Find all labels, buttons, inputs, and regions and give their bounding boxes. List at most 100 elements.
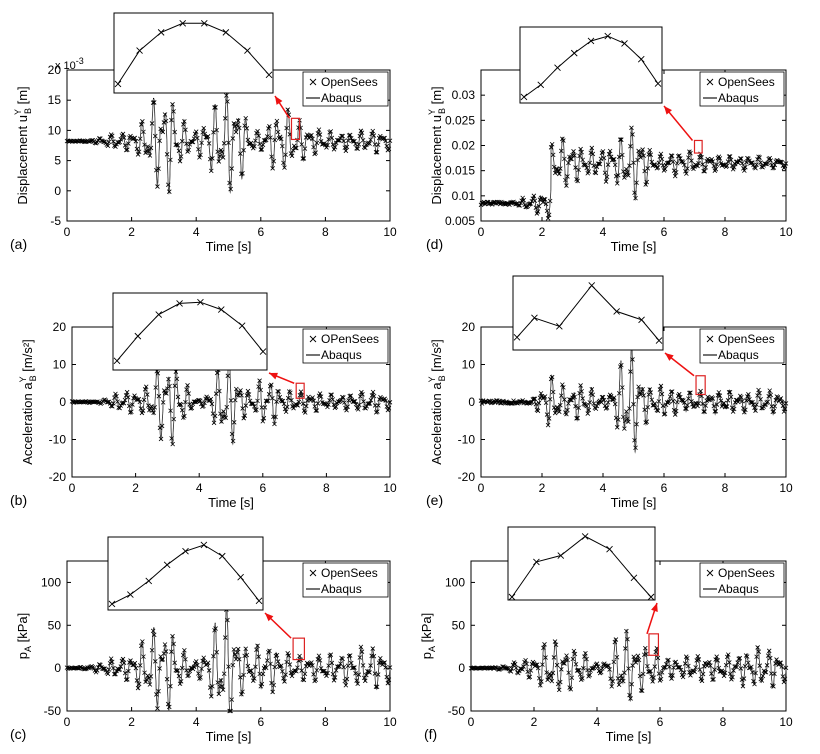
series-marker: [760, 673, 766, 679]
series-marker: [318, 394, 324, 399]
legend-entry-2: Abaqus: [321, 91, 362, 105]
series-marker: [765, 399, 770, 405]
series-marker: [604, 174, 610, 180]
x-tick-label: 6: [259, 481, 266, 495]
inset-marker-opensees: [570, 49, 578, 57]
series-marker: [778, 396, 784, 401]
series-marker: [294, 145, 299, 151]
y-axis-label-main: Displacement u: [15, 115, 30, 205]
y-tick-label: 0.025: [445, 113, 475, 127]
series-marker: [727, 389, 733, 395]
series-marker: [705, 394, 710, 400]
series-marker: [222, 115, 228, 121]
series-marker: [674, 399, 680, 405]
series-marker: [283, 409, 289, 415]
series-marker: [361, 675, 367, 681]
series-marker: [182, 119, 187, 124]
x-tick-label: 2: [531, 715, 538, 729]
series-marker: [153, 385, 159, 390]
series-marker: [544, 208, 550, 214]
series-marker: [653, 649, 659, 655]
series-marker: [373, 149, 379, 155]
series-marker: [566, 670, 571, 676]
series-marker: [707, 659, 712, 665]
y-axis-label-main: Acceleration a: [429, 382, 444, 465]
series-marker: [341, 138, 346, 144]
series-marker: [666, 399, 672, 404]
series-marker: [382, 135, 387, 141]
x-tick-label: 10: [383, 225, 397, 239]
series-marker: [206, 668, 212, 673]
series-marker: [176, 148, 182, 154]
series-marker: [715, 658, 721, 663]
series-marker: [656, 671, 662, 676]
series-marker: [612, 639, 618, 645]
legend-frame: [302, 562, 389, 598]
series-marker: [218, 411, 223, 417]
series-marker: [641, 393, 646, 398]
series-marker: [665, 160, 671, 166]
series-marker: [148, 674, 154, 679]
series-marker: [285, 107, 290, 112]
inset-marker-opensees: [613, 308, 620, 315]
series-marker: [367, 141, 372, 146]
series-marker: [278, 136, 284, 142]
series-marker: [661, 665, 667, 670]
series-marker: [355, 146, 360, 152]
inset-marker-opensees: [259, 348, 267, 355]
series-marker: [201, 125, 207, 131]
series-marker: [183, 656, 188, 662]
series-marker: [722, 670, 728, 676]
series-marker: [717, 393, 723, 398]
series-marker: [302, 146, 308, 151]
series-marker: [686, 663, 691, 669]
series-marker: [212, 413, 218, 419]
series-marker: [320, 141, 326, 147]
series-marker: [142, 387, 148, 392]
series-marker: [117, 139, 123, 145]
series-marker: [224, 404, 230, 410]
series-marker: [340, 133, 345, 139]
series-marker: [696, 657, 702, 662]
series-marker: [136, 396, 142, 402]
series-marker: [374, 684, 380, 690]
series-marker: [107, 134, 113, 140]
series-marker: [161, 388, 167, 393]
y-tick-label: 0.01: [452, 189, 476, 203]
series-marker: [552, 170, 558, 176]
series-marker: [182, 647, 187, 653]
y-tick-label: 20: [48, 63, 62, 77]
series-marker: [241, 147, 246, 153]
series-marker: [754, 402, 759, 407]
series-marker: [549, 374, 555, 380]
x-tick-label: 8: [323, 481, 330, 495]
series-marker: [557, 171, 562, 177]
series-marker: [317, 658, 323, 663]
series-marker: [216, 691, 222, 697]
x-axis-label: Time [s]: [206, 729, 252, 744]
series-marker: [231, 420, 237, 425]
series-marker: [561, 138, 566, 143]
y-tick-label: -10: [49, 433, 67, 447]
series-marker: [113, 671, 118, 677]
x-tick-label: 4: [196, 481, 203, 495]
panel-label: (c): [10, 726, 26, 742]
series-marker: [106, 667, 112, 672]
series-marker: [364, 672, 369, 678]
series-marker: [673, 169, 679, 175]
series-marker: [165, 701, 171, 707]
series-marker: [568, 156, 573, 162]
series-marker: [752, 405, 757, 410]
series-marker: [219, 149, 225, 155]
series-marker: [226, 140, 231, 146]
series-marker: [121, 660, 127, 666]
series-marker: [137, 663, 143, 668]
series-marker: [781, 679, 787, 685]
x-tick-label: 8: [720, 715, 727, 729]
series-marker: [712, 667, 717, 673]
series-marker: [344, 676, 350, 682]
series-marker: [696, 160, 701, 166]
series-marker: [541, 645, 546, 651]
x-tick-label: 2: [539, 225, 546, 239]
series-marker: [564, 653, 569, 658]
